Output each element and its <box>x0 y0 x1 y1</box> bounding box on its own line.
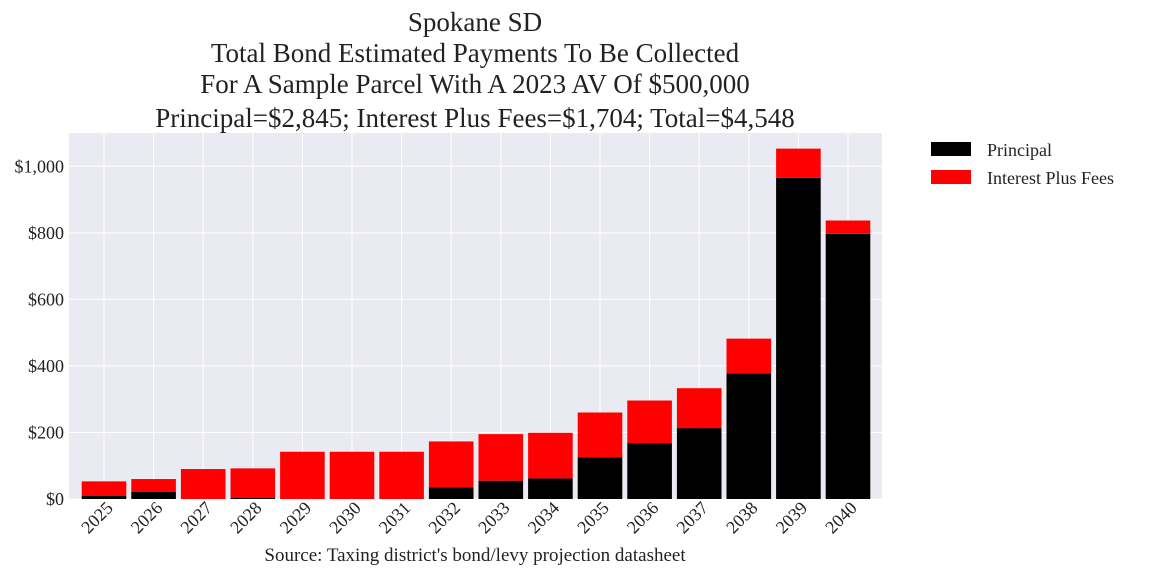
bar-interest-plus-fees-2026 <box>131 479 176 492</box>
bar-interest-plus-fees-2038 <box>726 338 772 374</box>
bar-principal-2038 <box>726 373 772 499</box>
x-tick-label: 2039 <box>772 498 812 538</box>
bar-interest-plus-fees-2030 <box>329 451 375 499</box>
bar-interest-plus-fees-2035 <box>577 412 623 458</box>
x-tick-label: 2029 <box>276 498 316 538</box>
x-tick-label: 2035 <box>573 498 613 538</box>
bar-interest-plus-fees-2039 <box>776 148 821 178</box>
y-tick-label: $400 <box>28 356 64 376</box>
chart-title: Spokane SD Total Bond Estimated Payments… <box>155 7 795 133</box>
chart-title-line-1: Spokane SD <box>408 7 542 37</box>
bar-principal-2040 <box>825 233 871 500</box>
bar-principal-2036 <box>627 443 672 499</box>
x-tick-label: 2036 <box>623 498 663 538</box>
x-tick-label: 2038 <box>722 498 762 538</box>
bar-interest-plus-fees-2032 <box>428 441 474 488</box>
bar-principal-2033 <box>478 480 524 499</box>
legend: Principal Interest Plus Fees <box>931 140 1114 188</box>
bar-interest-plus-fees-2031 <box>379 451 424 499</box>
x-tick-label: 2025 <box>77 498 117 538</box>
bar-principal-2035 <box>577 457 623 499</box>
y-tick-label: $200 <box>28 422 64 442</box>
y-tick-label: $600 <box>28 289 64 309</box>
x-tick-label: 2028 <box>226 498 266 538</box>
y-tick-label: $1,000 <box>15 156 65 176</box>
bar-interest-plus-fees-2033 <box>478 434 524 481</box>
legend-label-principal: Principal <box>987 140 1052 160</box>
x-tick-label: 2031 <box>375 498 415 538</box>
source-caption: Source: Taxing district's bond/levy proj… <box>264 545 686 566</box>
bar-interest-plus-fees-2028 <box>230 468 276 498</box>
bar-interest-plus-fees-2037 <box>676 388 722 429</box>
legend-label-interest-plus-fees: Interest Plus Fees <box>987 168 1114 188</box>
bar-principal-2028 <box>230 497 276 499</box>
bar-principal-2037 <box>676 428 722 499</box>
bar-principal-2032 <box>428 487 474 499</box>
bar-interest-plus-fees-2034 <box>528 432 573 479</box>
bar-interest-plus-fees-2027 <box>180 469 226 499</box>
x-tick-label: 2026 <box>127 498 167 538</box>
bar-principal-2039 <box>776 177 821 499</box>
bar-interest-plus-fees-2036 <box>627 400 672 444</box>
bar-interest-plus-fees-2029 <box>280 451 325 499</box>
y-tick-label: $800 <box>28 223 64 243</box>
legend-swatch-principal <box>931 142 971 156</box>
x-tick-label: 2032 <box>424 498 464 538</box>
chart-title-line-4: Principal=$2,845; Interest Plus Fees=$1,… <box>155 103 795 133</box>
bars <box>81 148 871 500</box>
x-axis: 2025 2026 2027 2028 2029 2030 2031 2032 2033 2034… <box>77 498 861 538</box>
y-axis: $0 $200 $400 $600 $800 $1,000 <box>15 156 65 509</box>
x-tick-label: 2027 <box>176 498 216 538</box>
y-tick-label: $0 <box>46 489 64 509</box>
x-tick-label: 2033 <box>474 498 514 538</box>
bar-interest-plus-fees-2025 <box>81 481 127 496</box>
x-tick-label: 2040 <box>821 498 861 538</box>
bar-principal-2026 <box>131 491 176 499</box>
bar-principal-2034 <box>528 478 573 499</box>
bar-principal-2025 <box>81 495 127 499</box>
chart-title-line-2: Total Bond Estimated Payments To Be Coll… <box>211 38 740 68</box>
x-tick-label: 2037 <box>672 498 712 538</box>
x-tick-label: 2030 <box>325 498 365 538</box>
chart-title-line-3: For A Sample Parcel With A 2023 AV Of $5… <box>200 69 749 99</box>
legend-swatch-interest-plus-fees <box>931 170 971 184</box>
bar-interest-plus-fees-2040 <box>825 220 871 234</box>
x-tick-label: 2034 <box>524 498 564 538</box>
